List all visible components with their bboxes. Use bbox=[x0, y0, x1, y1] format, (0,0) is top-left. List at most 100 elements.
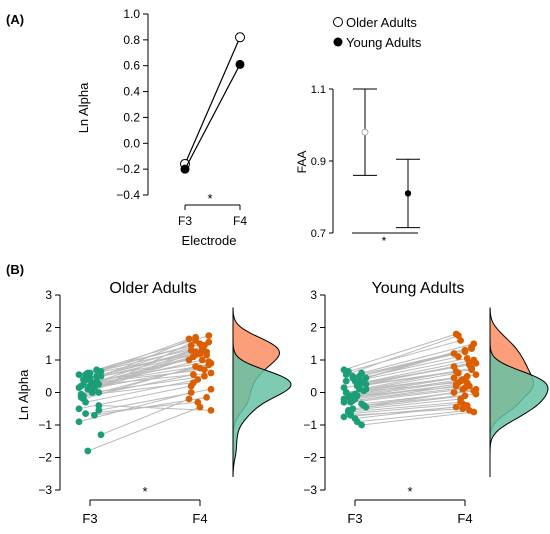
young-title: Young Adults bbox=[372, 280, 465, 297]
b-point-f4 bbox=[466, 382, 473, 390]
b-y-tick-label: 3 bbox=[45, 288, 52, 302]
b-point-f3 bbox=[95, 402, 103, 409]
b-point-f4 bbox=[207, 369, 215, 377]
b-point-f4 bbox=[187, 346, 195, 354]
b-pair-line bbox=[346, 335, 459, 376]
b-pair-line bbox=[92, 375, 205, 393]
b-point-f3 bbox=[82, 410, 89, 418]
b-pair-line bbox=[89, 359, 203, 387]
panel-label-b: (B) bbox=[6, 262, 24, 277]
b-point-f4 bbox=[203, 351, 211, 359]
b-pair-line bbox=[361, 411, 474, 426]
b-point-f4 bbox=[461, 348, 469, 356]
b-pair-line bbox=[87, 406, 201, 452]
b-point-f3 bbox=[362, 380, 370, 388]
b-y-tick-label: 2 bbox=[45, 321, 52, 335]
b-point-f4 bbox=[463, 372, 471, 380]
b-point-f4 bbox=[463, 354, 471, 362]
b-point-f3 bbox=[93, 379, 100, 387]
b-pair-line bbox=[100, 398, 190, 436]
a-y-tick-label: −0.2 bbox=[116, 162, 140, 176]
a-point-young bbox=[235, 59, 245, 69]
b-pair-line bbox=[85, 379, 198, 403]
faa-y-tick-label: 0.7 bbox=[311, 228, 326, 240]
b-point-f4 bbox=[450, 389, 458, 396]
b-pair-line bbox=[352, 387, 466, 402]
b-point-f3 bbox=[345, 367, 352, 375]
b-point-f4 bbox=[187, 341, 195, 349]
b-pair-line bbox=[365, 366, 455, 385]
b-point-f4 bbox=[198, 343, 206, 351]
legend: Older Adults Young Adults bbox=[333, 15, 422, 50]
b-point-f3 bbox=[360, 402, 368, 409]
b-point-f4 bbox=[455, 379, 462, 387]
a-y-tick-label: 0.2 bbox=[123, 110, 140, 124]
a-ylabel: Ln Alpha bbox=[76, 82, 91, 133]
b-pair-line bbox=[357, 385, 470, 397]
a-point-older bbox=[235, 32, 245, 43]
faa-y-tick-label: 0.9 bbox=[311, 156, 326, 168]
a-xlabel: Electrode bbox=[182, 233, 237, 248]
young-adults-raincloud: Young Adults * 3 2 1 0 −1 −2 −3 F3 F4 bbox=[303, 280, 549, 526]
legend-older-label: Older Adults bbox=[346, 15, 417, 30]
b-y-tick-label: 0 bbox=[45, 386, 52, 400]
b-point-f3 bbox=[356, 382, 363, 390]
b-pair-line bbox=[100, 338, 190, 372]
b-point-f3 bbox=[75, 418, 83, 426]
faa-chart: FAA * 1.1 0.9 0.7 bbox=[295, 84, 420, 248]
b-y-tick-label: −1 bbox=[303, 418, 317, 432]
b-point-f4 bbox=[205, 338, 213, 346]
b-pair-line bbox=[357, 409, 470, 423]
b-pair-line bbox=[350, 408, 463, 416]
b-y-tick-label: −2 bbox=[303, 451, 317, 465]
b-point-f4 bbox=[190, 371, 197, 379]
b-point-f4 bbox=[470, 408, 478, 416]
b-point-f3 bbox=[342, 389, 350, 396]
b-x-tick-label: F4 bbox=[192, 511, 207, 526]
legend-young-label: Young Adults bbox=[346, 35, 422, 50]
a-y-tick-label: 1.0 bbox=[123, 7, 140, 21]
b-pair-line bbox=[96, 364, 209, 384]
b-point-f4 bbox=[459, 385, 467, 393]
b-point-f4 bbox=[472, 371, 480, 379]
a-x-tick-label: F4 bbox=[233, 214, 247, 228]
b-y-tick-label: 3 bbox=[310, 288, 317, 302]
a-y-tick-label: 0.8 bbox=[123, 33, 140, 47]
b-pair-line bbox=[89, 346, 203, 374]
faa-point-older bbox=[361, 128, 369, 136]
a-significance: * bbox=[207, 191, 212, 206]
b-x-tick-label: F3 bbox=[347, 511, 362, 526]
b-point-f3 bbox=[358, 421, 365, 429]
b-point-f4 bbox=[472, 390, 480, 398]
b-point-f3 bbox=[84, 447, 92, 455]
b-pair-line bbox=[348, 401, 461, 413]
b-y-tick-label: 0 bbox=[310, 386, 317, 400]
b-point-f4 bbox=[203, 393, 211, 401]
b-pair-line bbox=[359, 369, 472, 387]
panel-label-a: (A) bbox=[6, 12, 24, 27]
b-pair-line bbox=[361, 343, 474, 374]
faa-ylabel: FAA bbox=[295, 151, 309, 174]
b-point-f3 bbox=[362, 385, 370, 393]
b-pair-line bbox=[98, 405, 212, 411]
older-adults-raincloud: Older Adults Ln Alpha * 3 2 1 0 −1 −2 −3 F3 F4 bbox=[16, 280, 292, 526]
b-point-f4 bbox=[452, 403, 460, 411]
b-pair-line bbox=[87, 343, 201, 374]
legend-filled-circle-marker bbox=[333, 37, 343, 47]
a-y-tick-label: 0.6 bbox=[123, 59, 140, 73]
b-point-f4 bbox=[185, 335, 193, 343]
b-point-f3 bbox=[97, 367, 105, 375]
b-pair-line bbox=[350, 388, 463, 403]
b-point-f4 bbox=[468, 366, 475, 374]
b-point-f3 bbox=[75, 371, 83, 379]
b-point-f3 bbox=[95, 406, 103, 414]
b-point-f4 bbox=[205, 361, 213, 369]
b-point-f4 bbox=[201, 372, 208, 380]
b-point-f4 bbox=[207, 406, 215, 414]
b-point-f3 bbox=[347, 410, 354, 418]
b-point-f3 bbox=[340, 413, 348, 421]
b-point-f4 bbox=[450, 374, 458, 382]
b-point-f3 bbox=[95, 389, 103, 396]
b-point-f4 bbox=[198, 356, 206, 364]
faa-y-tick-label: 1.1 bbox=[311, 84, 326, 96]
